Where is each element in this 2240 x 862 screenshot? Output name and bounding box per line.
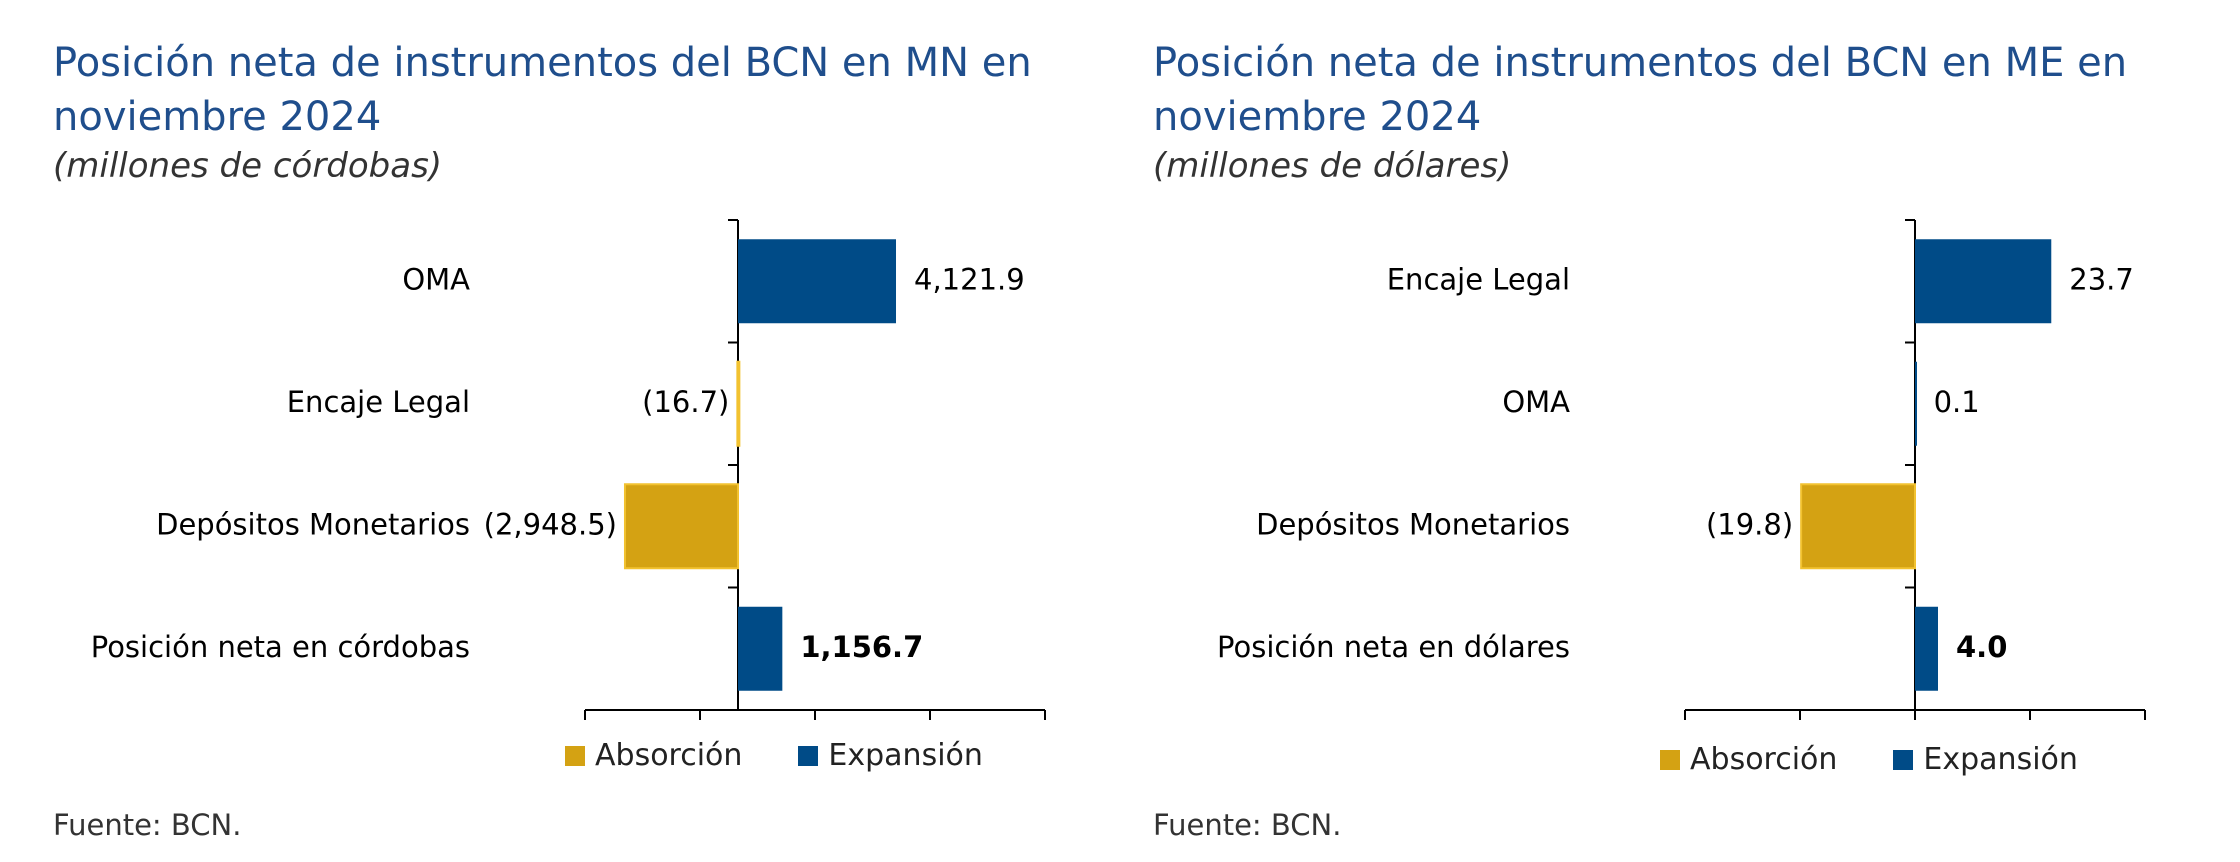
data-label: (19.8): [1706, 507, 1793, 541]
category-label: Encaje Legal: [287, 385, 470, 419]
chart-title: Posición neta de instrumentos del BCN en…: [1153, 40, 2128, 140]
data-label: 1,156.7: [800, 630, 923, 664]
category-label: Encaje Legal: [1387, 262, 1570, 296]
legend-item-expansion: Expansión: [798, 738, 983, 773]
chart-source: Fuente: BCN.: [1153, 808, 1342, 842]
data-label: (2,948.5): [484, 507, 617, 541]
bar: [1800, 483, 1917, 570]
category-label: OMA: [1502, 385, 1570, 419]
legend-item-absorption: Absorción: [565, 738, 742, 773]
legend-item-expansion: Expansión: [1893, 742, 2078, 777]
legend-swatch-expansion: [1893, 749, 1914, 770]
bar: [623, 483, 740, 570]
chart-source: Fuente: BCN.: [53, 808, 242, 842]
chart-subtitle: (millones de dólares): [1153, 146, 1512, 186]
bar: [738, 606, 783, 691]
chart-title: Posición neta de instrumentos del BCN en…: [53, 40, 1032, 140]
legend-swatch-absorption: [1660, 749, 1680, 770]
data-label: (16.7): [642, 385, 729, 419]
legend-item-absorption: Absorción: [1660, 742, 1837, 777]
chart-legend: Absorción Expansión: [1660, 742, 2078, 777]
bar-chart-me: Encaje Legal 23.7 OMA 0.1 Depósitos Monetari…: [1217, 219, 2146, 720]
legend-label-expansion: Expansión: [1923, 742, 2078, 777]
category-label: Posición neta en córdobas: [91, 630, 470, 664]
bar: [1915, 606, 1938, 691]
chart-panel-mn: Posición neta de instrumentos del BCN en…: [0, 0, 1100, 862]
category-label: Depósitos Monetarios: [1256, 507, 1570, 541]
chart-subtitle: (millones de córdobas): [53, 146, 443, 186]
bar: [738, 239, 897, 324]
data-label: 0.1: [1934, 385, 1980, 419]
data-label: 23.7: [2069, 262, 2134, 296]
bar-chart-mn: OMA 4,121.9 Encaje Legal (16.7) Depósitos Mo…: [91, 219, 1046, 720]
bar: [1915, 239, 2052, 324]
chart-panel-me: Posición neta de instrumentos del BCN en…: [1100, 0, 2200, 862]
data-label: 4.0: [1956, 630, 2007, 664]
data-label: 4,121.9: [914, 262, 1025, 296]
category-label: Depósitos Monetarios: [156, 507, 470, 541]
bar: [1915, 361, 1917, 446]
legend-swatch-absorption: [565, 745, 585, 766]
legend-label-absorption: Absorción: [1690, 742, 1838, 777]
legend-label-expansion: Expansión: [828, 738, 983, 773]
legend-swatch-expansion: [798, 745, 819, 766]
legend-label-absorption: Absorción: [595, 738, 743, 773]
category-label: OMA: [402, 262, 470, 296]
category-label: Posición neta en dólares: [1217, 630, 1570, 664]
bar: [736, 360, 741, 447]
chart-legend: Absorción Expansión: [565, 738, 983, 773]
